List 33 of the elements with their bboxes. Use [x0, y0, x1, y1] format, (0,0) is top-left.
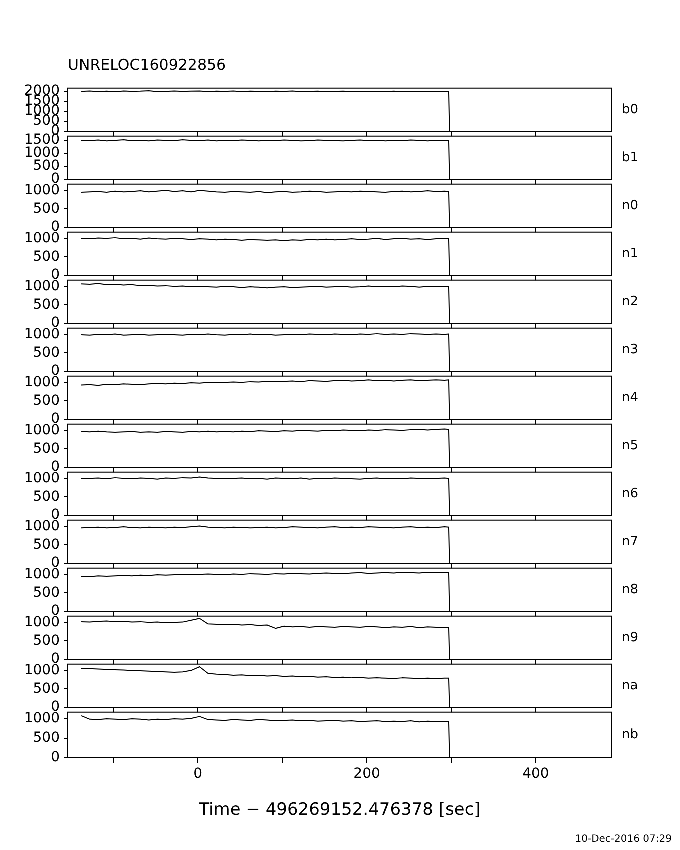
chart-title: UNRELOC160922856: [67, 55, 228, 76]
x-tick-label: 200: [354, 766, 380, 782]
y-tick-label: 500: [33, 536, 60, 553]
text: n5: [622, 438, 639, 454]
text: n0: [622, 198, 639, 214]
text: n2: [622, 294, 639, 310]
y-tick-label: 500: [33, 200, 60, 217]
text: n7: [622, 534, 639, 550]
text: b0: [622, 102, 639, 118]
y-tick-label: 500: [33, 730, 60, 746]
y-tick-label: 500: [33, 680, 60, 697]
x-tick-label: 400: [522, 766, 550, 782]
text: n8: [622, 582, 639, 598]
text: n4: [622, 390, 639, 406]
text: nb: [622, 728, 638, 743]
y-tick-label: 500: [33, 440, 60, 457]
y-tick-label: 500: [33, 344, 60, 361]
y-tick-label: 500: [33, 392, 60, 409]
text: n9: [622, 630, 639, 646]
x-tick-label: 0: [194, 766, 203, 782]
text: na: [622, 678, 638, 694]
y-tick-label: 500: [33, 248, 60, 265]
y-tick-label: 500: [33, 488, 60, 505]
text: b1: [622, 150, 639, 166]
text: n6: [622, 486, 639, 502]
x-axis-title: Time − 496269152.476378 [sec]: [198, 800, 482, 820]
y-tick-label: 0: [51, 750, 60, 766]
text: n3: [622, 342, 639, 358]
y-tick-label: 500: [33, 296, 60, 313]
y-tick-label: 500: [33, 584, 60, 601]
text: n1: [622, 246, 639, 262]
y-tick-label: 500: [33, 632, 60, 649]
text: 10-Dec-2016 07:29: [574, 834, 672, 845]
